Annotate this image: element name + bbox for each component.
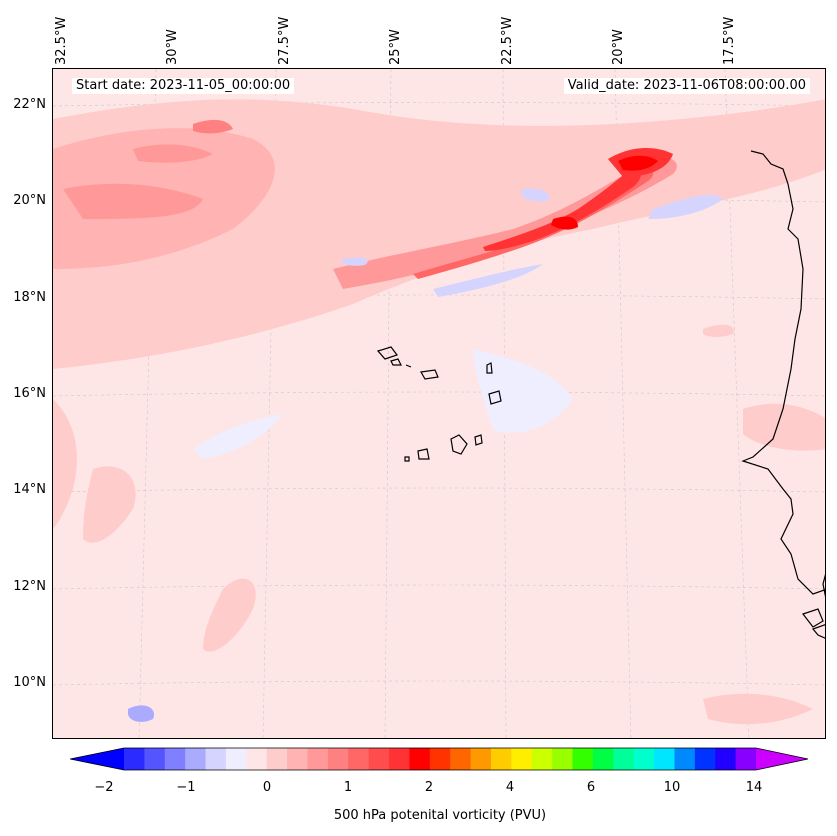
colorbar-swatch xyxy=(205,748,227,770)
lon-label-17-5w: 17.5°W xyxy=(722,16,737,65)
colorbar-swatch xyxy=(124,748,145,770)
cb-tick-10: 10 xyxy=(663,780,681,795)
lon-label-32-5w: 32.5°W xyxy=(54,16,69,65)
cb-tick-0: 0 xyxy=(262,780,272,795)
colorbar-swatch xyxy=(185,748,207,770)
colorbar-swatch xyxy=(327,748,349,770)
lat-label-10n: 10°N xyxy=(13,675,46,690)
colorbar-swatch xyxy=(490,748,512,770)
colorbar-swatch xyxy=(531,748,553,770)
colorbar-swatch xyxy=(633,748,655,770)
colorbar-swatch xyxy=(470,748,492,770)
colorbar-swatch xyxy=(735,748,757,770)
colorbar-swatch xyxy=(450,748,472,770)
colorbar-swatch xyxy=(409,748,431,770)
colorbar-swatch xyxy=(368,748,390,770)
colorbar-swatch xyxy=(348,748,370,770)
cb-tick-neg2: −2 xyxy=(94,780,114,795)
colorbar-swatch xyxy=(694,748,716,770)
map-panel xyxy=(52,68,826,739)
colorbar-swatch xyxy=(389,748,410,770)
lon-label-20w: 20°W xyxy=(611,29,626,65)
lat-label-22n: 22°N xyxy=(13,97,46,112)
colorbar-swatch xyxy=(674,748,696,770)
cb-tick-14: 14 xyxy=(745,780,763,795)
lat-label-18n: 18°N xyxy=(13,290,46,305)
lon-label-27-5w: 27.5°W xyxy=(277,16,292,65)
potential-vorticity-field xyxy=(53,69,825,738)
cb-tick-4: 4 xyxy=(505,780,515,795)
colorbar-max-extend xyxy=(756,748,808,770)
colorbar-swatch xyxy=(592,748,614,770)
cb-tick-1: 1 xyxy=(343,780,353,795)
colorbar-swatch xyxy=(144,748,166,770)
cb-tick-neg1: −1 xyxy=(176,780,196,795)
colorbar-swatch xyxy=(164,748,186,770)
colorbar-min-extend xyxy=(70,748,124,770)
lon-label-22-5w: 22.5°W xyxy=(500,16,515,65)
colorbar-label: 500 hPa potenital vorticity (PVU) xyxy=(333,808,547,823)
colorbar-outline xyxy=(70,747,809,771)
colorbar-swatch xyxy=(613,748,635,770)
colorbar-swatch xyxy=(511,748,533,770)
lat-label-20n: 20°N xyxy=(13,193,46,208)
colorbar-swatch xyxy=(715,748,737,770)
coastline xyxy=(376,150,825,639)
lon-label-30w: 30°W xyxy=(165,29,180,65)
colorbar-swatch xyxy=(287,748,308,770)
colorbar-swatch xyxy=(552,748,574,770)
colorbar-swatch xyxy=(266,748,288,770)
cb-tick-2: 2 xyxy=(424,780,434,795)
colorbar-swatch xyxy=(225,748,247,770)
colorbar-swatch xyxy=(429,748,451,770)
lat-label-16n: 16°N xyxy=(13,386,46,401)
valid-date-label: Valid_date: 2023-11-06T08:00:00.00 xyxy=(563,78,810,94)
lat-label-12n: 12°N xyxy=(13,579,46,594)
colorbar-swatch xyxy=(307,748,329,770)
pv-contours xyxy=(53,99,825,725)
start-date-label: Start date: 2023-11-05_00:00:00 xyxy=(72,78,295,94)
colorbar xyxy=(70,747,809,771)
colorbar-swatch xyxy=(572,748,594,770)
lon-label-25w: 25°W xyxy=(388,29,403,65)
colorbar-swatch xyxy=(654,748,675,770)
lat-label-14n: 14°N xyxy=(13,482,46,497)
colorbar-swatch xyxy=(246,748,268,770)
cb-tick-6: 6 xyxy=(586,780,596,795)
